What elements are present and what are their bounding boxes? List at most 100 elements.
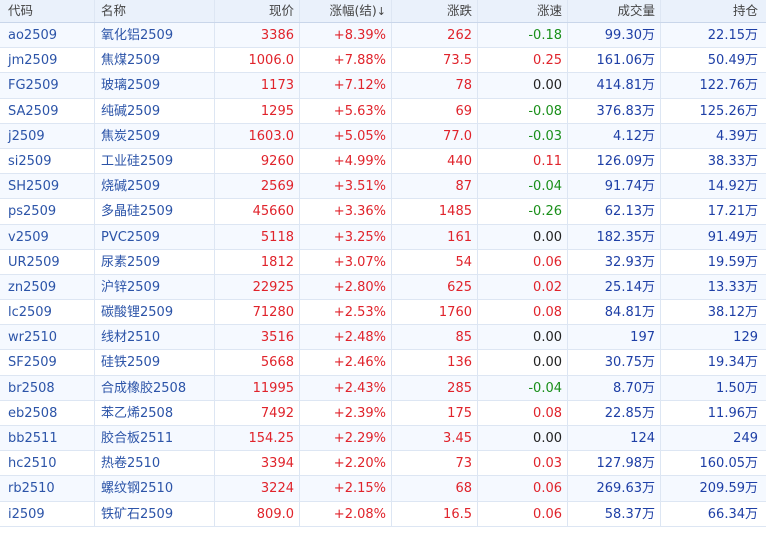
cell-speed: 0.06 bbox=[478, 476, 568, 501]
cell-code: FG2509 bbox=[0, 73, 95, 98]
cell-name: 螺纹钢2510 bbox=[95, 476, 215, 501]
cell-name: 硅铁2509 bbox=[95, 350, 215, 375]
header-price[interactable]: 现价 bbox=[215, 0, 300, 22]
cell-price: 1006.0 bbox=[215, 48, 300, 73]
cell-price: 71280 bbox=[215, 300, 300, 325]
cell-change: 440 bbox=[392, 148, 478, 174]
cell-volume: 32.93万 bbox=[568, 249, 661, 274]
cell-open-interest: 129 bbox=[733, 330, 758, 346]
header-change[interactable]: 涨跌 bbox=[392, 0, 478, 22]
cell-price: 5118 bbox=[215, 224, 300, 249]
table-row[interactable]: wr2510 线材2510 3516 +2.48% 85 0.00 197 129 bbox=[0, 325, 766, 351]
cell-code: rb2510 bbox=[0, 476, 95, 501]
cell-change: 175 bbox=[392, 400, 478, 425]
cell-volume: 8.70万 bbox=[568, 375, 661, 400]
cell-speed: -0.18 bbox=[478, 23, 568, 48]
cell-change-pct: +7.12% bbox=[300, 73, 392, 98]
cell-price: 1812 bbox=[215, 249, 300, 274]
cell-price: 45660 bbox=[215, 199, 300, 224]
table-row[interactable]: rb2510 螺纹钢2510 3224 +2.15% 68 0.06 269.63万 209.… bbox=[0, 476, 766, 502]
cell-name: 纯碱2509 bbox=[95, 98, 215, 123]
cell-speed: 0.00 bbox=[478, 426, 568, 451]
header-volume[interactable]: 成交量 bbox=[568, 0, 661, 22]
cell-code: SH2509 bbox=[0, 174, 95, 199]
cell-open-interest: 209.59万 bbox=[699, 481, 759, 497]
cell-code: si2509 bbox=[0, 148, 95, 174]
cell-speed: 0.00 bbox=[478, 350, 568, 375]
table-row[interactable]: zn2509 沪锌2509 22925 +2.80% 625 0.02 25.14万 13.3… bbox=[0, 274, 766, 301]
cell-volume: 376.83万 bbox=[568, 98, 661, 123]
table-row[interactable]: br2508 合成橡胶2508 11995 +2.43% 285 -0.04 8.70万 1.… bbox=[0, 375, 766, 401]
table-row[interactable]: j2509 焦炭2509 1603.0 +5.05% 77.0 -0.03 4.12万 4.3… bbox=[0, 123, 766, 149]
cell-code: lc2509 bbox=[0, 300, 95, 325]
cell-volume: 84.81万 bbox=[568, 300, 661, 325]
cell-change: 3.45 bbox=[392, 426, 478, 451]
cell-change: 87 bbox=[392, 174, 478, 199]
table-row[interactable]: hc2510 热卷2510 3394 +2.20% 73 0.03 127.98万 160.0… bbox=[0, 451, 766, 477]
cell-open-interest: 50.49万 bbox=[707, 53, 758, 69]
table-row[interactable]: lc2509 碳酸锂2509 71280 +2.53% 1760 0.08 84.81万 38… bbox=[0, 300, 766, 326]
cell-price: 5668 bbox=[215, 350, 300, 375]
cell-open-interest: 19.59万 bbox=[707, 254, 758, 270]
cell-volume: 161.06万 bbox=[568, 48, 661, 73]
header-open-interest[interactable]: 持仓 bbox=[732, 3, 758, 18]
cell-open-interest: 4.39万 bbox=[716, 128, 758, 144]
table-row[interactable]: eb2508 苯乙烯2508 7492 +2.39% 175 0.08 22.85万 11.9… bbox=[0, 400, 766, 426]
cell-open-interest: 66.34万 bbox=[707, 506, 758, 522]
table-row[interactable]: FG2509 玻璃2509 1173 +7.12% 78 0.00 414.81万 122.7… bbox=[0, 73, 766, 99]
cell-change-pct: +5.05% bbox=[300, 123, 392, 148]
table-row[interactable]: v2509 PVC2509 5118 +3.25% 161 0.00 182.35万 91.4… bbox=[0, 224, 766, 250]
table-row[interactable]: ao2509 氧化铝2509 3386 +8.39% 262 -0.18 99.30万 22.… bbox=[0, 23, 766, 49]
cell-speed: -0.03 bbox=[478, 123, 568, 148]
cell-speed: 0.00 bbox=[478, 325, 568, 350]
header-code[interactable]: 代码 bbox=[0, 0, 95, 22]
table-row[interactable]: i2509 铁矿石2509 809.0 +2.08% 16.5 0.06 58.37万 66.… bbox=[0, 501, 766, 527]
cell-name: 氧化铝2509 bbox=[95, 23, 215, 48]
cell-change-pct: +2.39% bbox=[300, 400, 392, 425]
cell-open-interest: 125.26万 bbox=[699, 103, 759, 119]
table-row[interactable]: SF2509 硅铁2509 5668 +2.46% 136 0.00 30.75万 19.34… bbox=[0, 350, 766, 376]
cell-volume: 91.74万 bbox=[568, 174, 661, 199]
cell-speed: 0.00 bbox=[478, 224, 568, 249]
cell-name: 烧碱2509 bbox=[95, 174, 215, 199]
cell-change-pct: +3.25% bbox=[300, 224, 392, 249]
cell-name: 碳酸锂2509 bbox=[95, 300, 215, 325]
cell-change-pct: +2.80% bbox=[300, 274, 392, 300]
table-row[interactable]: ps2509 多晶硅2509 45660 +3.36% 1485 -0.26 62.13万 1… bbox=[0, 199, 766, 225]
cell-change-pct: +2.53% bbox=[300, 300, 392, 325]
cell-speed: 0.08 bbox=[478, 400, 568, 425]
cell-speed: 0.08 bbox=[478, 300, 568, 325]
cell-price: 3386 bbox=[215, 23, 300, 48]
cell-code: jm2509 bbox=[0, 48, 95, 73]
cell-volume: 127.98万 bbox=[568, 451, 661, 476]
table-row[interactable]: SH2509 烧碱2509 2569 +3.51% 87 -0.04 91.74万 14.92… bbox=[0, 174, 766, 200]
cell-change: 78 bbox=[392, 73, 478, 98]
cell-code: SA2509 bbox=[0, 98, 95, 123]
cell-volume: 182.35万 bbox=[568, 224, 661, 249]
cell-open-interest: 17.21万 bbox=[707, 204, 758, 220]
table-row[interactable]: bb2511 胶合板2511 154.25 +2.29% 3.45 0.00 124 249 bbox=[0, 426, 766, 452]
cell-change-pct: +2.20% bbox=[300, 451, 392, 476]
cell-name: 苯乙烯2508 bbox=[95, 400, 215, 425]
cell-code: wr2510 bbox=[0, 325, 95, 350]
header-speed[interactable]: 涨速 bbox=[478, 0, 568, 22]
table-row[interactable]: SA2509 纯碱2509 1295 +5.63% 69 -0.08 376.83万 125.… bbox=[0, 98, 766, 124]
cell-volume: 414.81万 bbox=[568, 73, 661, 98]
cell-code: SF2509 bbox=[0, 350, 95, 375]
header-change-pct[interactable]: 涨幅(结)↓ bbox=[300, 0, 392, 22]
header-name[interactable]: 名称 bbox=[95, 0, 215, 22]
cell-speed: 0.25 bbox=[478, 48, 568, 73]
table-row[interactable]: si2509 工业硅2509 9260 +4.99% 440 0.11 126.09万 38.… bbox=[0, 148, 766, 175]
cell-price: 1295 bbox=[215, 98, 300, 123]
cell-name: 尿素2509 bbox=[95, 249, 215, 274]
cell-name: 工业硅2509 bbox=[95, 148, 215, 174]
cell-code: zn2509 bbox=[0, 274, 95, 300]
table-row[interactable]: UR2509 尿素2509 1812 +3.07% 54 0.06 32.93万 19.59万 bbox=[0, 249, 766, 275]
cell-change-pct: +3.07% bbox=[300, 249, 392, 274]
table-row[interactable]: jm2509 焦煤2509 1006.0 +7.88% 73.5 0.25 161.06万 5… bbox=[0, 48, 766, 74]
cell-price: 1603.0 bbox=[215, 123, 300, 148]
cell-speed: -0.04 bbox=[478, 375, 568, 400]
cell-volume: 197 bbox=[568, 325, 661, 350]
cell-speed: 0.06 bbox=[478, 501, 568, 526]
cell-change-pct: +8.39% bbox=[300, 23, 392, 48]
